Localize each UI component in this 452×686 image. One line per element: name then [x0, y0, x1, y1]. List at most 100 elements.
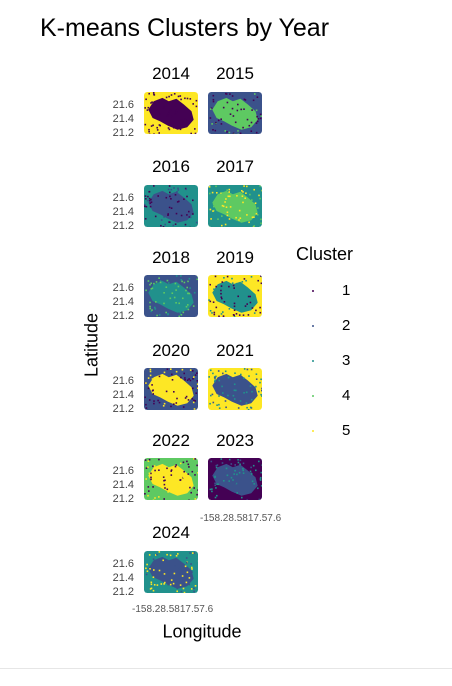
- cluster-point: [185, 395, 188, 398]
- cluster-point: [151, 309, 153, 311]
- cluster-point: [176, 108, 179, 111]
- cluster-point: [220, 208, 222, 211]
- cluster-point: [222, 205, 225, 208]
- cluster-point: [194, 128, 196, 130]
- cluster-point: [153, 402, 155, 405]
- cluster-point: [158, 277, 160, 279]
- cluster-point: [177, 95, 180, 98]
- cluster-point: [150, 288, 153, 290]
- panel-title-2023: 2023: [216, 431, 254, 450]
- cluster-point: [249, 295, 251, 298]
- cluster-point: [149, 301, 151, 304]
- cluster-point: [234, 121, 237, 124]
- cluster-point: [174, 465, 177, 468]
- cluster-point: [161, 466, 164, 468]
- cluster-point: [212, 301, 215, 303]
- panel-island-2018: [148, 280, 194, 313]
- cluster-point: [152, 124, 154, 127]
- cluster-point: [186, 286, 188, 289]
- cluster-point: [167, 491, 169, 493]
- cluster-point: [166, 569, 168, 571]
- cluster-point: [149, 588, 152, 590]
- cluster-point: [165, 196, 168, 199]
- panel-island-2024: [148, 556, 194, 589]
- cluster-point: [166, 115, 169, 117]
- cluster-point: [163, 402, 166, 405]
- cluster-point: [213, 205, 215, 208]
- cluster-point: [232, 132, 235, 134]
- cluster-point: [177, 468, 179, 470]
- cluster-point: [214, 476, 216, 479]
- cluster-point: [210, 369, 212, 372]
- cluster-point: [153, 93, 155, 96]
- cluster-point: [254, 93, 256, 95]
- cluster-point: [177, 486, 180, 488]
- cluster-point: [178, 200, 180, 203]
- cluster-point: [148, 199, 151, 202]
- cluster-point: [240, 478, 242, 481]
- y-tick-label: 21.2: [112, 403, 134, 415]
- cluster-point: [162, 470, 165, 473]
- cluster-point: [218, 315, 220, 317]
- cluster-point: [259, 478, 262, 480]
- cluster-point: [221, 385, 223, 388]
- cluster-point: [218, 104, 220, 107]
- y-tick-label: 21.4: [112, 113, 134, 125]
- cluster-point: [224, 370, 227, 373]
- cluster-point: [175, 302, 177, 304]
- cluster-point: [179, 573, 181, 575]
- cluster-point: [185, 557, 188, 559]
- cluster-point: [167, 214, 169, 216]
- cluster-point: [189, 216, 192, 219]
- cluster-point: [193, 590, 195, 593]
- cluster-point: [146, 199, 149, 202]
- cluster-point: [170, 101, 173, 104]
- cluster-point: [248, 221, 250, 224]
- cluster-point: [145, 567, 147, 570]
- cluster-point: [175, 212, 178, 215]
- panel-2018: [144, 275, 198, 317]
- cluster-point: [211, 123, 213, 125]
- cluster-point: [249, 395, 252, 398]
- cluster-point: [222, 315, 225, 317]
- panel-2017: [208, 185, 262, 227]
- cluster-point: [225, 206, 228, 208]
- cluster-point: [241, 496, 243, 499]
- cluster-point: [173, 126, 175, 129]
- cluster-point: [229, 206, 232, 208]
- legend-swatch-1: [312, 290, 314, 293]
- cluster-point: [186, 379, 189, 381]
- cluster-point: [239, 217, 242, 219]
- cluster-point: [180, 103, 182, 106]
- cluster-point: [146, 109, 149, 111]
- cluster-point: [192, 103, 194, 105]
- cluster-point: [217, 370, 220, 372]
- cluster-point: [186, 460, 188, 463]
- cluster-point: [212, 94, 215, 97]
- cluster-point: [221, 462, 224, 464]
- cluster-point: [158, 496, 160, 498]
- cluster-point: [173, 187, 175, 189]
- cluster-point: [214, 380, 216, 383]
- panel-2023: [208, 458, 262, 500]
- cluster-point: [209, 192, 211, 195]
- cluster-point: [188, 210, 190, 213]
- cluster-point: [261, 395, 262, 397]
- panel-title-2020: 2020: [152, 341, 190, 360]
- cluster-point: [217, 218, 219, 220]
- cluster-point: [257, 207, 259, 209]
- cluster-point: [249, 406, 252, 409]
- panel-2019: [208, 275, 262, 317]
- cluster-point: [212, 203, 215, 206]
- cluster-point: [209, 117, 212, 119]
- cluster-point: [232, 115, 235, 117]
- cluster-point: [225, 467, 228, 470]
- cluster-point: [226, 189, 228, 191]
- cluster-point: [167, 112, 170, 115]
- cluster-point: [158, 132, 160, 134]
- cluster-point: [158, 458, 160, 461]
- cluster-point: [221, 224, 223, 227]
- cluster-point: [237, 459, 239, 461]
- cluster-point: [233, 398, 236, 400]
- cluster-point: [236, 469, 239, 471]
